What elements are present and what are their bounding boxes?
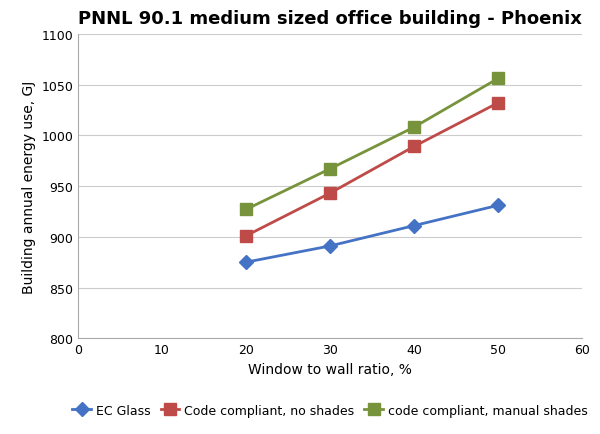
Code compliant, no shades	[326, 191, 334, 196]
code compliant, manual shades	[326, 167, 334, 172]
EC Glass	[242, 260, 250, 265]
code compliant, manual shades	[242, 207, 250, 213]
EC Glass	[326, 244, 334, 249]
X-axis label: Window to wall ratio, %: Window to wall ratio, %	[248, 362, 412, 376]
code compliant, manual shades	[494, 77, 502, 82]
EC Glass	[410, 224, 418, 229]
Line: Code compliant, no shades: Code compliant, no shades	[241, 98, 503, 242]
Code compliant, no shades	[410, 145, 418, 150]
EC Glass	[494, 203, 502, 208]
Line: code compliant, manual shades: code compliant, manual shades	[241, 74, 503, 215]
Code compliant, no shades	[242, 233, 250, 239]
Line: EC Glass: EC Glass	[241, 201, 503, 267]
Code compliant, no shades	[494, 101, 502, 106]
code compliant, manual shades	[410, 125, 418, 131]
Title: PNNL 90.1 medium sized office building - Phoenix: PNNL 90.1 medium sized office building -…	[78, 10, 582, 28]
Legend: EC Glass, Code compliant, no shades, code compliant, manual shades: EC Glass, Code compliant, no shades, cod…	[72, 404, 588, 418]
Y-axis label: Building annual energy use, GJ: Building annual energy use, GJ	[22, 80, 36, 293]
